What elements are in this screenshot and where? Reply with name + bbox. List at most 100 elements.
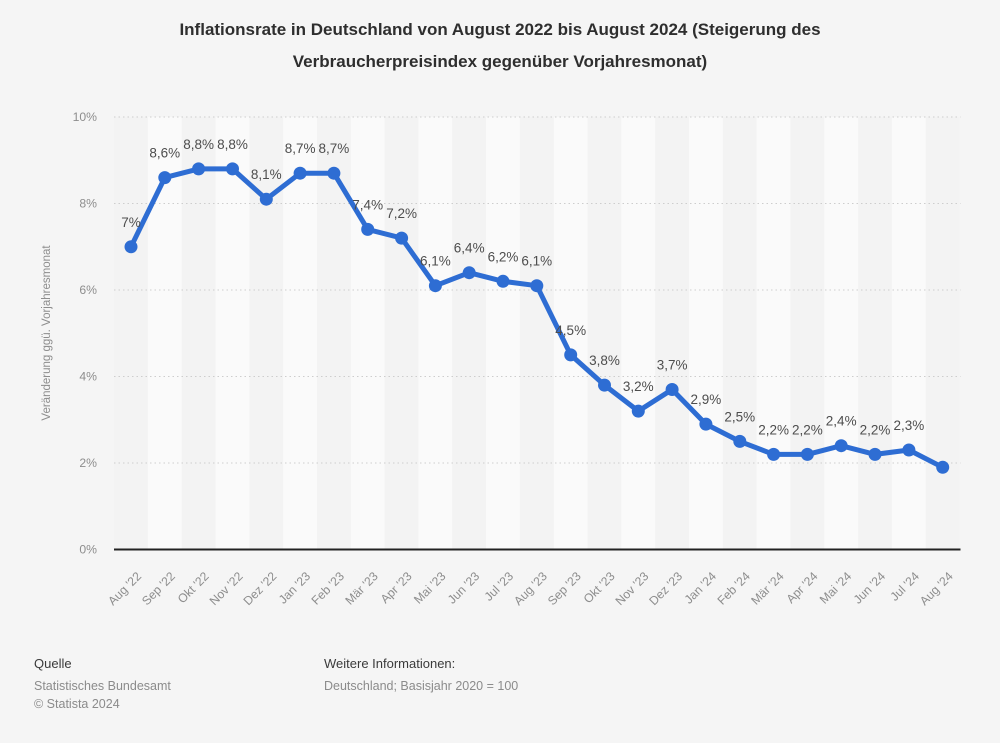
x-axis-tick-label: Jun '24 [851,569,889,607]
month-band [892,117,926,550]
month-band [587,117,622,550]
point-value-label: 2,4% [826,414,857,429]
x-axis-tick-label: Nov '22 [207,569,246,608]
month-band [283,117,318,550]
x-axis-tick-label: Apr '24 [784,569,821,606]
month-band [384,117,419,550]
month-band [621,117,656,550]
data-point-nov-23[interactable] [631,404,645,418]
x-axis-tick-label: Jan '24 [682,569,720,607]
data-point-dez-22[interactable] [259,192,273,206]
data-point-jul-24[interactable] [902,443,916,457]
month-band [824,117,859,550]
x-axis-tick-label: Jun '23 [445,569,483,607]
info-block: Weitere Informationen: Deutschland; Basi… [324,655,518,695]
info-text: Deutschland; Basisjahr 2020 = 100 [324,679,519,693]
y-axis-tick-label: 0% [79,543,97,557]
x-axis-tick-label: Apr '23 [378,569,415,606]
y-axis-title: Veränderung ggü. Vorjahresmonat [41,245,53,421]
data-point-nov-22[interactable] [226,162,239,176]
point-value-label: 2,2% [860,422,891,437]
point-value-label: 2,3% [894,418,925,433]
x-axis-tick-label: Feb '24 [715,569,754,608]
y-axis-tick-label: 2% [79,456,97,470]
y-axis-tick-label: 6% [79,283,97,297]
point-value-label: 8,8% [183,137,214,152]
x-axis-tick-label: Aug '23 [511,569,550,608]
y-axis-tick-label: 10% [73,110,98,124]
x-axis-tick-label: Dez '23 [646,569,685,608]
data-point-apr-23[interactable] [395,231,409,245]
y-axis-tick-label: 8% [79,197,97,211]
data-point-aug-23[interactable] [530,279,544,293]
x-axis-tick-label: Feb '23 [309,569,348,608]
chart-title-line-2: Verbraucherpreisindex gegenüber Vorjahre… [292,52,708,71]
month-band [317,117,351,550]
data-point-aug-22[interactable] [124,240,138,254]
month-band [756,117,791,550]
x-axis-tick-label: Nov '23 [613,569,652,608]
x-axis-tick-label: Dez '22 [241,569,280,608]
point-value-label: 7,2% [386,206,417,221]
month-band [181,117,216,550]
data-point-dez-23[interactable] [665,383,679,396]
x-axis-tick-label: Aug '24 [917,569,956,608]
data-point-m-r-23[interactable] [361,222,375,236]
chart-title: Inflationsrate in Deutschland von August… [0,14,1000,78]
x-axis-tick-label: Sep '22 [139,569,178,608]
data-point-mai-24[interactable] [834,439,848,453]
month-band [722,117,757,550]
data-point-sep-22[interactable] [158,171,172,185]
point-value-label: 6,1% [420,254,451,269]
point-value-label: 2,2% [792,422,823,437]
month-band [147,117,182,550]
data-point-jul-23[interactable] [496,274,510,288]
month-band [350,117,385,550]
point-value-label: 6,2% [488,249,519,264]
month-band [858,117,892,550]
month-band [790,117,825,550]
point-value-label: 2,5% [724,409,755,424]
data-point-jan-24[interactable] [699,417,713,431]
point-value-label: 8,6% [149,146,180,161]
point-value-label: 3,2% [623,379,654,394]
data-point-sep-23[interactable] [564,348,578,362]
data-point-mai-23[interactable] [428,279,442,293]
month-band [418,117,453,550]
month-band [114,117,148,550]
source-block: Quelle Statistisches Bundesamt © Statist… [34,655,171,713]
data-point-jan-23[interactable] [293,166,307,180]
point-value-label: 2,2% [758,422,789,437]
data-point-jun-23[interactable] [462,266,476,280]
data-point-aug-24[interactable] [936,460,950,474]
x-axis-tick-label: Aug '22 [105,569,144,608]
data-point-jun-24[interactable] [868,447,882,461]
data-point-feb-23[interactable] [327,166,341,180]
point-value-label: 8,8% [217,137,248,152]
x-axis-tick-label: Okt '23 [581,569,618,606]
month-band [519,117,554,550]
point-value-label: 3,8% [589,353,620,368]
chart-title-line-1: Inflationsrate in Deutschland von August… [179,20,821,39]
y-axis-tick-label: 4% [79,370,97,384]
month-band [215,117,250,550]
data-point-apr-24[interactable] [800,447,814,461]
x-axis-tick-label: Mai '23 [411,569,449,607]
point-value-label: 7,4% [352,197,383,212]
month-band [452,117,487,550]
data-point-okt-22[interactable] [192,162,206,176]
source-label: Quelle [34,656,72,671]
data-point-m-r-24[interactable] [767,447,781,461]
point-value-label: 6,1% [521,254,552,269]
x-axis-tick-label: Sep '23 [545,569,584,608]
point-value-label: 8,7% [285,141,316,156]
point-value-label: 8,1% [251,167,282,182]
data-point-okt-23[interactable] [598,378,611,392]
point-value-label: 4,5% [555,323,586,338]
source-name: Statistisches Bundesamt [34,679,171,693]
data-point-feb-24[interactable] [733,434,747,448]
x-axis-tick-label: Mär '23 [342,569,381,608]
info-label: Weitere Informationen: [324,656,456,671]
